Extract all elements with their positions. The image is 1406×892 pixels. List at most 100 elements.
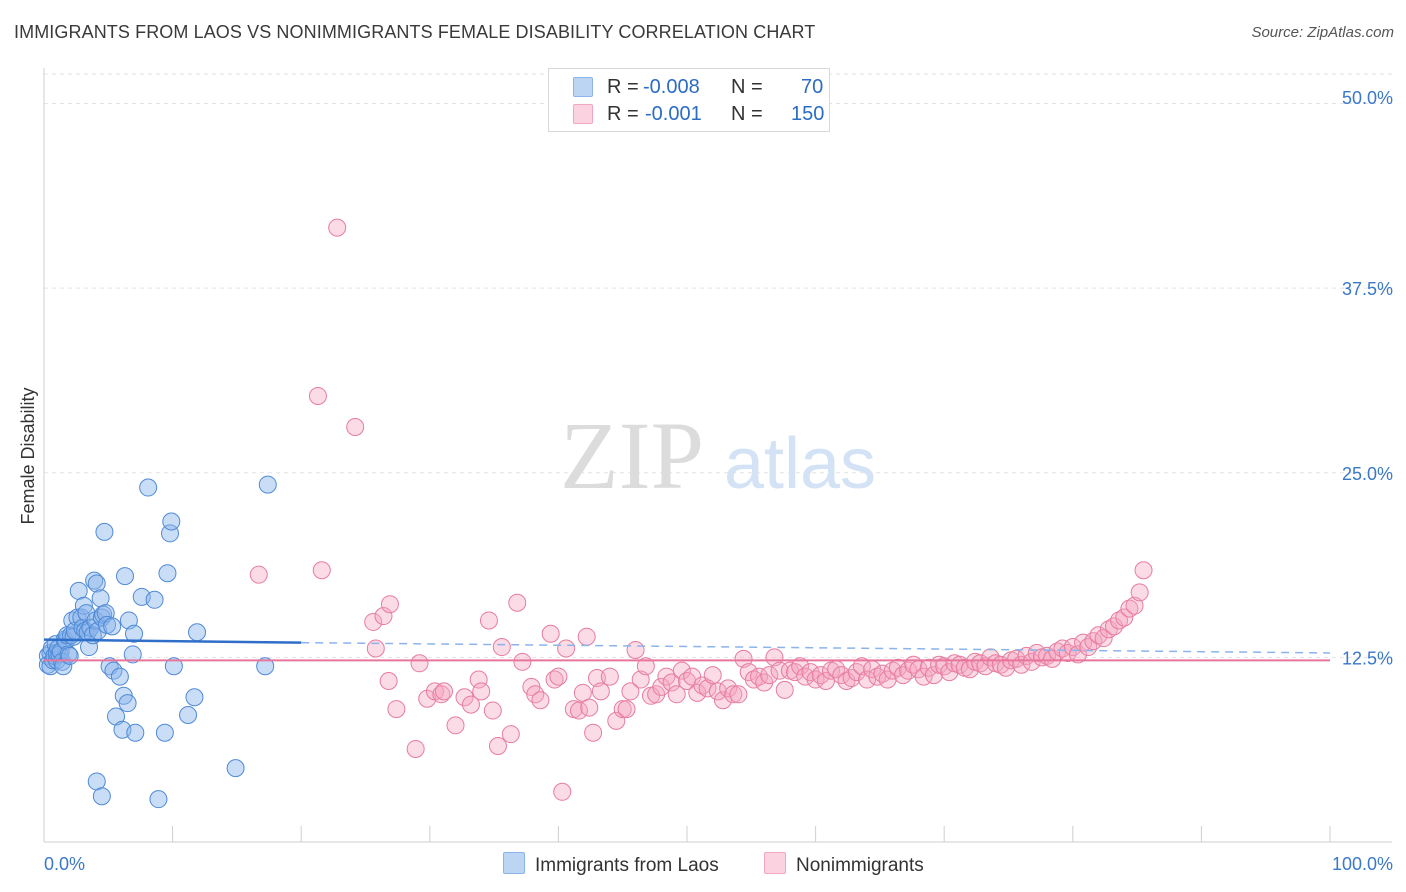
nonimmigrants-point [557,639,576,658]
nonimmigrants-point [868,667,887,686]
legend-n-value: 70 [801,76,824,98]
immigrants-point [116,567,135,586]
nonimmigrants-point [434,682,453,701]
nonimmigrants-point [760,666,779,685]
bottom-legend-label: Immigrants from Laos [535,855,719,876]
immigrants-point [54,657,73,676]
nonimmigrants-point [935,657,954,676]
immigrants-point [60,646,79,665]
nonimmigrants-point [1130,583,1149,602]
stats-legend: R = -0.008 N = 70 R = -0.001 N = 150 [548,68,830,132]
nonimmigrants-point [847,663,866,682]
nonimmigrants-point [607,711,626,730]
immigrants-point [226,759,245,778]
nonimmigrants-point [591,682,610,701]
immigrants-point [123,645,142,664]
nonimmigrants-point [816,672,835,691]
nonimmigrants-point [852,657,871,676]
nonimmigrants-point [971,654,990,673]
legend-n-value: 150 [791,103,825,125]
nonimmigrants-point [461,695,480,714]
nonimmigrants-point [479,611,498,630]
nonimmigrants-point [312,561,331,580]
legend-swatch-immigrants [573,77,593,97]
nonimmigrants-point [657,667,676,686]
nonimmigrants-point [432,685,451,704]
nonimmigrants-point [600,667,619,686]
nonimmigrants-point [621,682,640,701]
nonimmigrants-point [508,593,527,612]
nonimmigrants-point [1134,561,1153,580]
nonimmigrants-point [1099,620,1118,639]
nonimmigrants-point [513,652,532,671]
nonimmigrants-point [492,638,511,657]
nonimmigrants-point [328,218,347,237]
immigrants-point [103,617,122,636]
nonimmigrants-point [734,649,753,668]
immigrants-point [59,645,78,664]
nonimmigrants-point [924,666,943,685]
nonimmigrants-point [662,673,681,692]
nonimmigrants-point [541,624,560,643]
immigrants-trend-line [43,638,302,644]
immigrants-point [110,667,129,686]
nonimmigrants-point [703,666,722,685]
nonimmigrants-point [858,670,877,689]
immigrants-point [164,657,183,676]
nonimmigrants-point [613,700,632,719]
legend-r-value: -0.008 [643,76,700,98]
immigrants-point [179,705,198,724]
chart-title: IMMIGRANTS FROM LAOS VS NONIMMIGRANTS FE… [14,22,816,42]
immigrants-point [85,571,104,590]
nonimmigrants-point [1120,599,1139,618]
nonimmigrants-point [584,723,603,742]
nonimmigrants-point [1089,626,1108,645]
immigrants-point [119,611,138,630]
nonimmigrants-point [364,612,383,631]
nonimmigrants-point [1084,632,1103,651]
nonimmigrants-point [873,664,892,683]
nonimmigrants-point [786,663,805,682]
series-nonimmigrants-points [249,218,1153,801]
nonimmigrants-point [1115,608,1134,627]
nonimmigrants-point [976,657,995,676]
nonimmigrants-point [698,679,717,698]
nonimmigrants-point [410,654,429,673]
nonimmigrants-point [1110,611,1129,630]
watermark: ZIP atlas [560,402,876,509]
nonimmigrants-point [714,691,733,710]
nonimmigrants-point [549,667,568,686]
nonimmigrants-point [553,782,572,801]
bottom-legend-nonimmigrants: Nonimmigrants [764,852,924,877]
trend-lines [43,638,1331,662]
nonimmigrants-point [708,682,727,701]
nonimmigrants-point [366,639,385,658]
y-tick-label: 50.0% [1342,88,1393,108]
immigrants-point [149,790,168,809]
nonimmigrants-point [387,700,406,719]
nonimmigrants-point [380,595,399,614]
nonimmigrants-point [672,661,691,680]
nonimmigrants-point [531,691,550,710]
nonimmigrants-point [765,648,784,667]
immigrants-point [118,694,137,713]
legend-r-value: -0.001 [645,103,702,125]
immigrants-point [185,688,204,707]
immigrants-point [95,522,114,541]
axis-labels: 12.5% 25.0% 37.5% 50.0% 0.0% 100.0% Female Dis… [18,88,1393,874]
legend-n-label: N = [731,76,763,98]
nonimmigrants-point [580,698,599,717]
nonimmigrants-point [418,689,437,708]
nonimmigrants-point [1022,652,1041,671]
immigrants-point [258,475,277,494]
immigrants-point [188,623,207,642]
nonimmigrants-point [308,386,327,405]
immigrants-point [68,608,87,627]
immigrants-point [125,624,144,643]
grid-lines [44,73,1392,658]
nonimmigrants-point [1125,596,1144,615]
y-axis-title: Female Disability [18,387,38,524]
nonimmigrants-point [472,682,491,701]
nonimmigrants-point [526,685,545,704]
bottom-legend-label: Nonimmigrants [796,855,924,876]
